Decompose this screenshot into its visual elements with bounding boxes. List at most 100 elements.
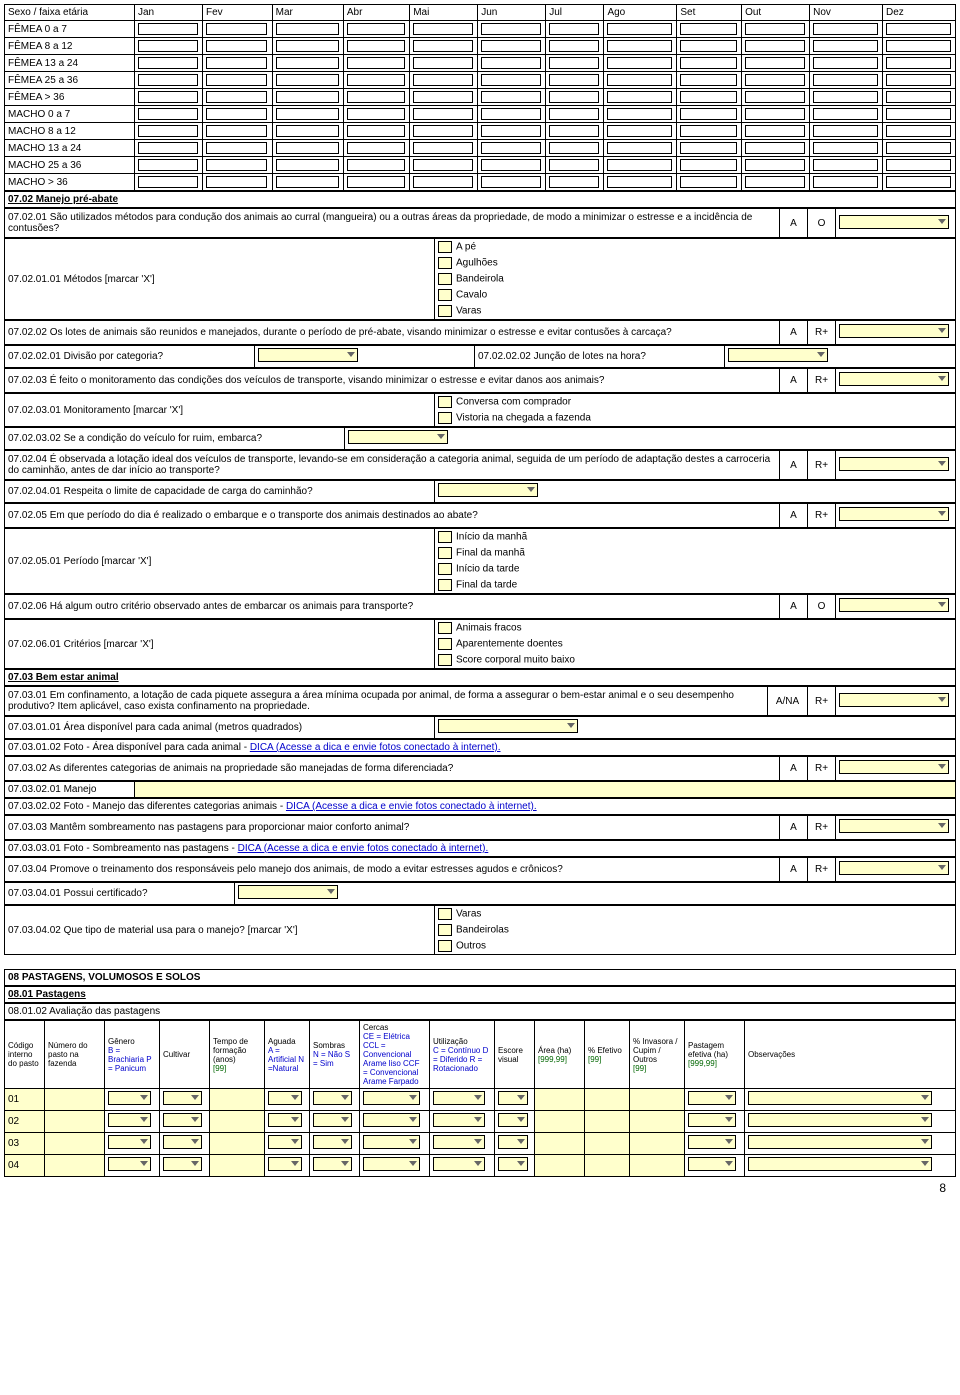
past-cell[interactable] (535, 1133, 585, 1155)
past-cell[interactable] (310, 1155, 360, 1177)
age-month-cell[interactable] (203, 157, 273, 174)
age-month-cell[interactable] (410, 38, 478, 55)
age-month-cell[interactable] (343, 123, 409, 140)
past-cell[interactable] (265, 1111, 310, 1133)
age-month-cell[interactable] (135, 21, 203, 38)
age-month-cell[interactable] (677, 21, 742, 38)
age-month-cell[interactable] (272, 89, 343, 106)
age-month-cell[interactable] (343, 106, 409, 123)
age-month-cell[interactable] (546, 89, 604, 106)
age-month-cell[interactable] (203, 55, 273, 72)
past-cell[interactable] (630, 1133, 685, 1155)
age-month-cell[interactable] (546, 123, 604, 140)
age-month-cell[interactable] (478, 21, 546, 38)
age-month-cell[interactable] (810, 174, 883, 191)
age-month-cell[interactable] (272, 21, 343, 38)
past-cell[interactable] (495, 1111, 535, 1133)
age-month-cell[interactable] (604, 157, 677, 174)
age-month-cell[interactable] (478, 123, 546, 140)
opt-final-manha-checkbox[interactable] (438, 547, 452, 559)
age-month-cell[interactable] (410, 55, 478, 72)
past-cell[interactable] (45, 1155, 105, 1177)
age-month-cell[interactable] (272, 55, 343, 72)
q-070205-dropdown[interactable] (839, 507, 949, 521)
q-07020202-dropdown[interactable] (728, 348, 828, 362)
age-month-cell[interactable] (272, 123, 343, 140)
q-07030401-dropdown[interactable] (238, 885, 338, 899)
age-month-cell[interactable] (343, 174, 409, 191)
age-month-cell[interactable] (604, 106, 677, 123)
opt-animais-fracos-checkbox[interactable] (438, 622, 452, 634)
age-month-cell[interactable] (203, 123, 273, 140)
age-month-cell[interactable] (677, 123, 742, 140)
past-cell[interactable] (585, 1111, 630, 1133)
q-07030201-input[interactable] (135, 782, 956, 798)
past-cell[interactable] (745, 1089, 956, 1111)
age-month-cell[interactable] (478, 157, 546, 174)
age-month-cell[interactable] (272, 174, 343, 191)
opt-a-pe-checkbox[interactable] (438, 241, 452, 253)
age-month-cell[interactable] (135, 140, 203, 157)
past-cell[interactable] (265, 1155, 310, 1177)
age-month-cell[interactable] (810, 106, 883, 123)
past-cell[interactable] (45, 1111, 105, 1133)
age-month-cell[interactable] (478, 174, 546, 191)
past-cell[interactable] (745, 1155, 956, 1177)
age-month-cell[interactable] (272, 140, 343, 157)
q-070204-dropdown[interactable] (839, 457, 949, 471)
past-cell[interactable] (160, 1155, 210, 1177)
past-cell[interactable] (630, 1089, 685, 1111)
age-month-cell[interactable] (343, 157, 409, 174)
age-month-cell[interactable] (810, 89, 883, 106)
age-month-cell[interactable] (203, 89, 273, 106)
age-month-cell[interactable] (203, 38, 273, 55)
age-month-cell[interactable] (677, 38, 742, 55)
past-cell[interactable] (45, 1089, 105, 1111)
q-07030101-dropdown[interactable] (438, 719, 578, 733)
age-month-cell[interactable] (742, 72, 810, 89)
age-month-cell[interactable] (546, 174, 604, 191)
past-cell[interactable] (430, 1089, 495, 1111)
age-month-cell[interactable] (810, 21, 883, 38)
past-cell[interactable] (495, 1133, 535, 1155)
past-cell[interactable] (310, 1133, 360, 1155)
past-cell[interactable] (310, 1089, 360, 1111)
past-cell[interactable] (265, 1133, 310, 1155)
age-month-cell[interactable] (677, 157, 742, 174)
age-month-cell[interactable] (883, 55, 956, 72)
opt-agulhoes-checkbox[interactable] (438, 257, 452, 269)
age-month-cell[interactable] (883, 89, 956, 106)
age-month-cell[interactable] (677, 174, 742, 191)
dica-link-1[interactable]: DICA (Acesse a dica e envie fotos conect… (250, 742, 501, 753)
opt-bandeirolas2-checkbox[interactable] (438, 924, 452, 936)
age-month-cell[interactable] (478, 72, 546, 89)
age-month-cell[interactable] (742, 55, 810, 72)
past-cell[interactable] (535, 1155, 585, 1177)
age-month-cell[interactable] (883, 21, 956, 38)
opt-score-baixo-checkbox[interactable] (438, 654, 452, 666)
age-month-cell[interactable] (883, 174, 956, 191)
age-month-cell[interactable] (203, 106, 273, 123)
age-month-cell[interactable] (677, 72, 742, 89)
age-month-cell[interactable] (883, 157, 956, 174)
age-month-cell[interactable] (343, 72, 409, 89)
age-month-cell[interactable] (883, 72, 956, 89)
age-month-cell[interactable] (742, 89, 810, 106)
age-month-cell[interactable] (203, 72, 273, 89)
age-month-cell[interactable] (883, 123, 956, 140)
past-cell[interactable] (210, 1133, 265, 1155)
age-month-cell[interactable] (742, 157, 810, 174)
past-cell[interactable] (630, 1111, 685, 1133)
age-month-cell[interactable] (546, 55, 604, 72)
age-month-cell[interactable] (410, 157, 478, 174)
opt-varas-checkbox[interactable] (438, 305, 452, 317)
age-month-cell[interactable] (410, 123, 478, 140)
age-month-cell[interactable] (343, 21, 409, 38)
past-cell[interactable] (685, 1089, 745, 1111)
past-cell[interactable] (210, 1089, 265, 1111)
past-cell[interactable] (310, 1111, 360, 1133)
past-cell[interactable] (685, 1155, 745, 1177)
age-month-cell[interactable] (810, 72, 883, 89)
age-month-cell[interactable] (604, 72, 677, 89)
age-month-cell[interactable] (742, 140, 810, 157)
